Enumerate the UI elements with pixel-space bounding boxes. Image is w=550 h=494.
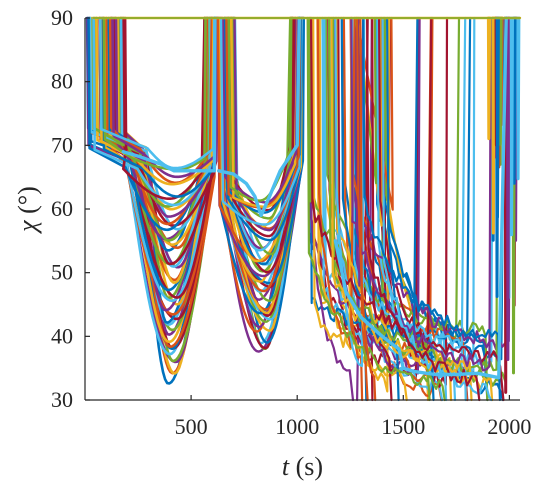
y-axis-label-symbol: χ [13,220,42,235]
x-tick-label: 1000 [275,414,319,439]
series-line [309,16,355,402]
series-line [350,16,492,372]
series-line [371,16,393,402]
series-line [100,16,218,303]
series-line [351,16,467,402]
series-line [495,16,500,219]
y-axis-label: χ (°) [13,186,42,235]
series-line [312,16,353,348]
series-line [101,16,216,198]
series-line [219,16,303,226]
y-tick-label: 70 [51,132,73,157]
series-line [366,16,481,402]
series-line [108,16,215,226]
series-line [355,16,394,211]
x-tick-label: 2000 [487,414,531,439]
axes [84,17,520,401]
y-axis-label-unit: (°) [13,186,42,220]
x-tick-label: 500 [175,414,208,439]
y-tick-label: 90 [51,5,73,30]
y-tick-label: 40 [51,323,73,348]
x-tick-label: 1500 [381,414,425,439]
series-line [486,16,492,141]
x-tick-labels: 500 1000 1500 2000 [175,414,532,439]
series-line [334,16,366,368]
series-line [98,16,216,170]
series-line [121,16,217,173]
series-line [362,16,501,402]
x-axis-label-unit: (s) [289,452,323,481]
y-tick-label: 30 [51,387,73,412]
x-axis-label: t (s) [282,452,323,481]
series-line [491,16,496,235]
series-line [516,16,521,181]
series-line [356,16,377,402]
y-tick-label: 60 [51,196,73,221]
y-tick-label: 50 [51,260,73,285]
series-line [316,16,356,349]
data-series-group [85,16,522,402]
series-line [217,16,301,218]
y-tick-label: 80 [51,69,73,94]
x-axis-label-symbol: t [282,452,290,481]
series-line [506,16,511,361]
y-tick-labels: 30 40 50 60 70 80 90 [51,5,73,412]
series-line [122,16,206,200]
series-line [498,16,503,146]
series-line [306,16,446,402]
series-line [333,16,508,380]
series-line [111,16,219,179]
series-line [509,16,514,237]
series-line [512,16,517,185]
